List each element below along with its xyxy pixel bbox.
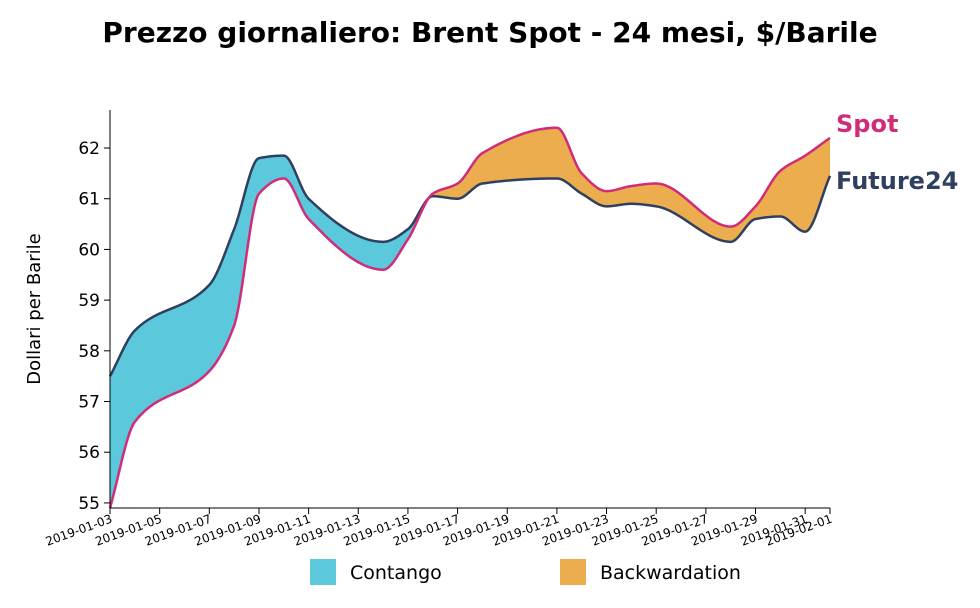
backwardation-legend-swatch [560, 559, 586, 585]
contango-area [110, 155, 429, 508]
backwardation-area [428, 127, 830, 242]
contango-legend-label: Contango [350, 562, 442, 584]
backwardation-legend-label: Backwardation [600, 562, 741, 584]
future24-series-label: Future24 [836, 167, 958, 195]
y-tick-label: 61 [78, 190, 100, 210]
chart-title: Prezzo giornaliero: Brent Spot - 24 mesi… [102, 16, 877, 49]
x-axis: 2019-01-032019-01-052019-01-072019-01-09… [44, 507, 834, 549]
plot-fills [110, 127, 830, 508]
y-tick-label: 58 [78, 342, 100, 362]
y-axis: 55 56 57 58 59 60 61 62 [78, 110, 111, 514]
y-tick-label: 57 [78, 393, 100, 413]
spot-series-label: Spot [836, 110, 898, 138]
contango-legend-swatch [310, 559, 336, 585]
y-tick-label: 55 [78, 494, 100, 514]
plot-lines [108, 126, 832, 509]
spot-line [108, 126, 831, 509]
legend: Contango Backwardation [310, 559, 741, 585]
y-tick-label: 60 [78, 240, 100, 260]
y-tick-label: 59 [78, 291, 100, 311]
y-tick-label: 56 [78, 443, 100, 463]
future24-line [108, 154, 832, 377]
y-axis-label: Dollari per Barile [24, 233, 45, 385]
y-tick-label: 62 [78, 139, 100, 159]
series-labels: Spot Future24 [836, 110, 958, 195]
